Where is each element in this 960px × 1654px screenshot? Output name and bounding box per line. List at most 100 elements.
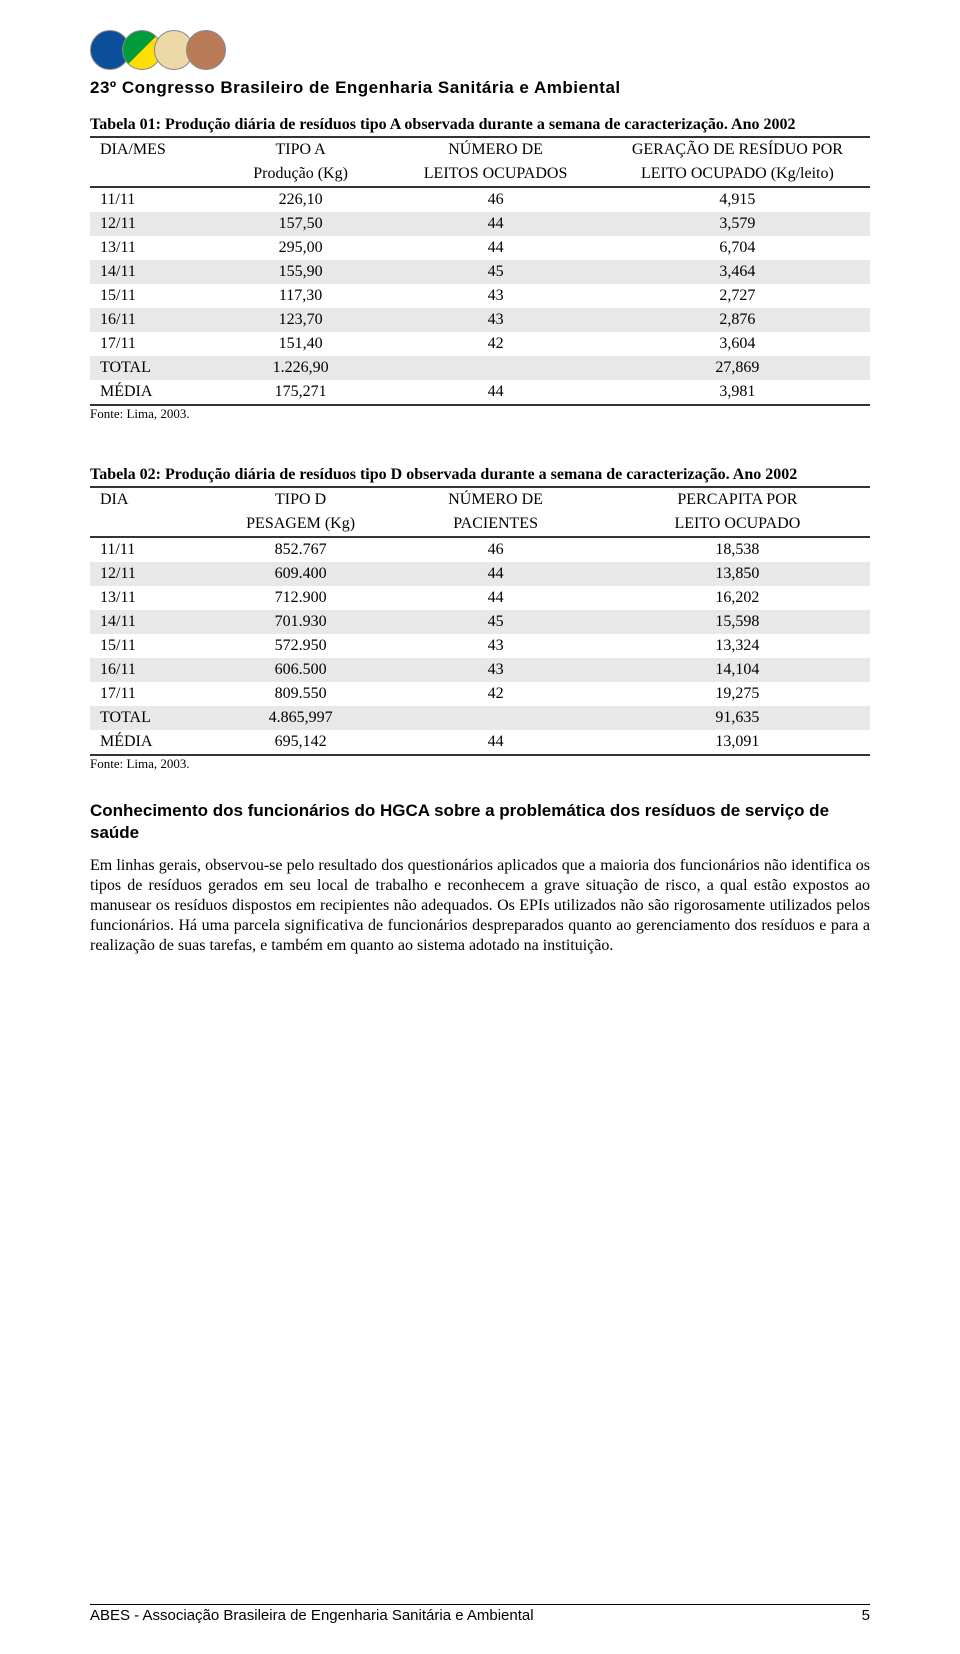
- table1-h2-c0: [90, 162, 215, 187]
- table1-cell: 2,876: [605, 308, 870, 332]
- table1-row: 12/11157,50443,579: [90, 212, 870, 236]
- table2-cell: 13,091: [605, 730, 870, 755]
- table2-header-row1: DIA TIPO D NÚMERO DE PERCAPITA POR: [90, 487, 870, 512]
- table1-cell: 2,727: [605, 284, 870, 308]
- table2-header-row2: PESAGEM (Kg) PACIENTES LEITO OCUPADO: [90, 512, 870, 537]
- table1-row: MÉDIA175,271443,981: [90, 380, 870, 405]
- table2-cell: 852.767: [215, 537, 387, 562]
- table2-cell: 44: [386, 586, 604, 610]
- table1-h1-c1: TIPO A: [215, 137, 387, 162]
- table1-cell: 3,579: [605, 212, 870, 236]
- table2-caption: Tabela 02: Produção diária de resíduos t…: [90, 466, 870, 484]
- table2-cell: 606.500: [215, 658, 387, 682]
- header-logos: [90, 30, 870, 70]
- table2-row: 17/11809.5504219,275: [90, 682, 870, 706]
- table2-row: 14/11701.9304515,598: [90, 610, 870, 634]
- table2-cell: 44: [386, 562, 604, 586]
- table2-cell: 572.950: [215, 634, 387, 658]
- table1-cell: 11/11: [90, 187, 215, 212]
- table1-h2-c2: LEITOS OCUPADOS: [386, 162, 604, 187]
- congress-title: 23º Congresso Brasileiro de Engenharia S…: [90, 78, 870, 98]
- table2-source: Fonte: Lima, 2003.: [90, 756, 870, 772]
- table1-cell: 151,40: [215, 332, 387, 356]
- table2-h2-c3: LEITO OCUPADO: [605, 512, 870, 537]
- table2-cell: 46: [386, 537, 604, 562]
- table2-row: TOTAL4.865,997 91,635: [90, 706, 870, 730]
- table2-cell: TOTAL: [90, 706, 215, 730]
- table1-h1-c0: DIA/MES: [90, 137, 215, 162]
- table2-h1-c0: DIA: [90, 487, 215, 512]
- table2-row: 15/11572.9504313,324: [90, 634, 870, 658]
- table2-cell: MÉDIA: [90, 730, 215, 755]
- table1-cell: 15/11: [90, 284, 215, 308]
- table2-h2-c1: PESAGEM (Kg): [215, 512, 387, 537]
- table2-cell: 15/11: [90, 634, 215, 658]
- table2-cell: 16,202: [605, 586, 870, 610]
- table1-row: 13/11295,00446,704: [90, 236, 870, 260]
- table1-row: 14/11155,90453,464: [90, 260, 870, 284]
- table2-cell: [386, 706, 604, 730]
- document-page: 23º Congresso Brasileiro de Engenharia S…: [0, 0, 960, 1654]
- table2-row: 12/11609.4004413,850: [90, 562, 870, 586]
- table2-h2-c2: PACIENTES: [386, 512, 604, 537]
- table2-cell: 14/11: [90, 610, 215, 634]
- table1-cell: 3,604: [605, 332, 870, 356]
- table2-cell: 4.865,997: [215, 706, 387, 730]
- table1-cell: 17/11: [90, 332, 215, 356]
- table1-cell: [386, 356, 604, 380]
- table1-cell: MÉDIA: [90, 380, 215, 405]
- footer-page-number: 5: [862, 1607, 870, 1624]
- footer-left: ABES - Associação Brasileira de Engenhar…: [90, 1607, 534, 1624]
- table1-cell: 43: [386, 284, 604, 308]
- table1-h2-c1: Produção (Kg): [215, 162, 387, 187]
- table1-row: 16/11123,70432,876: [90, 308, 870, 332]
- table1-cell: 44: [386, 212, 604, 236]
- table1-row: 11/11226,10464,915: [90, 187, 870, 212]
- table2-cell: 11/11: [90, 537, 215, 562]
- table1-header-row2: Produção (Kg) LEITOS OCUPADOS LEITO OCUP…: [90, 162, 870, 187]
- table2-cell: 45: [386, 610, 604, 634]
- table2-h1-c3: PERCAPITA POR: [605, 487, 870, 512]
- table1-cell: 43: [386, 308, 604, 332]
- table2-cell: 17/11: [90, 682, 215, 706]
- table1-caption: Tabela 01: Produção diária de resíduos t…: [90, 116, 870, 134]
- people-icon: [186, 30, 226, 70]
- table1-cell: 3,981: [605, 380, 870, 405]
- table2-cell: 42: [386, 682, 604, 706]
- table1-cell: 295,00: [215, 236, 387, 260]
- table1-cell: TOTAL: [90, 356, 215, 380]
- table1-h2-c3: LEITO OCUPADO (Kg/leito): [605, 162, 870, 187]
- table2-h1-c2: NÚMERO DE: [386, 487, 604, 512]
- table1-row: 15/11117,30432,727: [90, 284, 870, 308]
- table1-cell: 4,915: [605, 187, 870, 212]
- table1: DIA/MES TIPO A NÚMERO DE GERAÇÃO DE RESÍ…: [90, 136, 870, 406]
- table2-cell: 695,142: [215, 730, 387, 755]
- table1-cell: 44: [386, 236, 604, 260]
- table1-cell: 117,30: [215, 284, 387, 308]
- table1-cell: 12/11: [90, 212, 215, 236]
- table1-cell: 3,464: [605, 260, 870, 284]
- table2-cell: 91,635: [605, 706, 870, 730]
- table1-cell: 46: [386, 187, 604, 212]
- table1-cell: 14/11: [90, 260, 215, 284]
- table2-h2-c0: [90, 512, 215, 537]
- table1-cell: 123,70: [215, 308, 387, 332]
- table1-cell: 42: [386, 332, 604, 356]
- table1-cell: 175,271: [215, 380, 387, 405]
- table1-cell: 1.226,90: [215, 356, 387, 380]
- section-heading: Conhecimento dos funcionários do HGCA so…: [90, 800, 870, 844]
- table2-cell: 43: [386, 658, 604, 682]
- table1-row: TOTAL1.226,9027,869: [90, 356, 870, 380]
- section-paragraph: Em linhas gerais, observou-se pelo resul…: [90, 856, 870, 956]
- table1-cell: 226,10: [215, 187, 387, 212]
- table2-h1-c1: TIPO D: [215, 487, 387, 512]
- table1-cell: 155,90: [215, 260, 387, 284]
- table2-row: 13/11712.9004416,202: [90, 586, 870, 610]
- table2-cell: 13/11: [90, 586, 215, 610]
- table1-cell: 16/11: [90, 308, 215, 332]
- table2-row: 11/11852.7674618,538: [90, 537, 870, 562]
- table1-row: 17/11151,40423,604: [90, 332, 870, 356]
- table1-h1-c3: GERAÇÃO DE RESÍDUO POR: [605, 137, 870, 162]
- table1-cell: 45: [386, 260, 604, 284]
- table2-cell: 18,538: [605, 537, 870, 562]
